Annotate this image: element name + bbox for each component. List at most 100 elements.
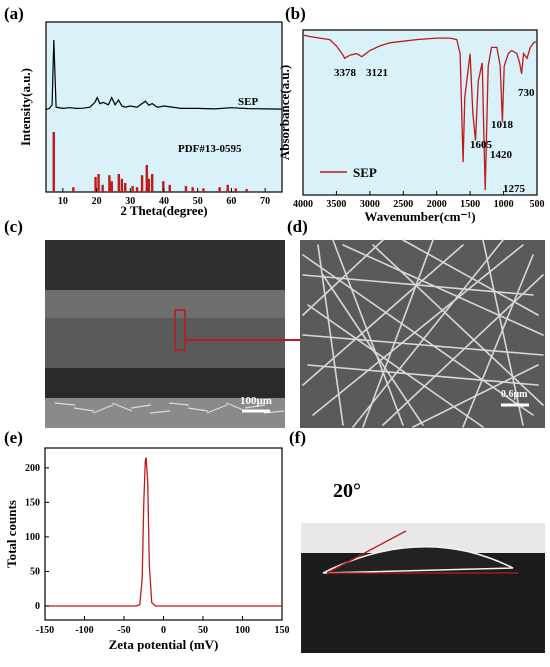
pdf-reference-bar bbox=[94, 177, 97, 192]
x-axis-title: Wavenumber(cm⁻¹) bbox=[364, 209, 475, 224]
pdf-reference-bar bbox=[117, 174, 121, 192]
pdf-series-label: PDF#13-0595 bbox=[178, 143, 242, 155]
nanofiber bbox=[317, 244, 344, 426]
nanofiber bbox=[412, 364, 539, 428]
sem-fiber-image bbox=[300, 239, 545, 428]
peak-label: 3378 bbox=[334, 67, 357, 79]
ftir-chart: 4000 3500 3000 2500 2000 1500 1000 500 Wavenumbe… bbox=[277, 29, 545, 224]
pdf-reference-bar bbox=[124, 183, 127, 192]
pdf-reference-bar bbox=[218, 187, 221, 192]
x-tick-label: 70 bbox=[260, 196, 270, 207]
sep-xrd-curve bbox=[45, 39, 283, 111]
y-tick-label: 0 bbox=[35, 601, 40, 612]
nanofiber bbox=[332, 239, 404, 426]
y-tick-label: 200 bbox=[25, 463, 40, 474]
panel-f: (f) 20° bbox=[283, 428, 550, 667]
highlight-box bbox=[174, 309, 186, 351]
pdf-reference-bar bbox=[184, 186, 188, 192]
nanofiber bbox=[302, 334, 544, 356]
nanofiber bbox=[482, 239, 524, 426]
bright-streak bbox=[263, 410, 285, 414]
contact-angle-value: 20° bbox=[333, 480, 361, 502]
nanofiber bbox=[342, 244, 544, 336]
x-tick-label: 2000 bbox=[427, 199, 447, 210]
y-tick-label: 50 bbox=[30, 566, 40, 577]
pdf-reference-bar bbox=[147, 178, 151, 192]
sem-upper-layer bbox=[45, 240, 285, 290]
y-axis-title: Total counts bbox=[4, 500, 19, 568]
pdf-reference-bar bbox=[72, 187, 75, 192]
panel-e-label: (e) bbox=[4, 428, 23, 447]
x-tick-label: 40 bbox=[159, 196, 169, 207]
x-tick-label: 20 bbox=[92, 196, 102, 207]
contact-angle-image bbox=[301, 523, 545, 653]
x-tick-label: -150 bbox=[36, 625, 54, 636]
nanofiber bbox=[322, 274, 424, 426]
pdf-reference-bar bbox=[245, 189, 248, 192]
nanofiber bbox=[462, 254, 534, 428]
x-tick-label: 100 bbox=[235, 625, 250, 636]
nanofiber bbox=[372, 244, 544, 406]
peak-label: 1275 bbox=[503, 183, 526, 195]
pdf-reference-bar bbox=[191, 187, 194, 192]
x-tick-label: 500 bbox=[530, 199, 545, 210]
panel-c: (c) 100μm bbox=[0, 215, 345, 433]
bright-streak bbox=[54, 402, 76, 406]
fiber-layer bbox=[45, 290, 285, 318]
x-axis-title: Zeta potential (mV) bbox=[109, 637, 219, 652]
nanofiber bbox=[382, 274, 544, 426]
x-tick-label: 1000 bbox=[494, 199, 514, 210]
x-tick-label: 3000 bbox=[360, 199, 380, 210]
panel-e: (e) -150 -100 -50 0 50 100 150 0 50 100 150 200 Zeta… bbox=[0, 428, 295, 667]
panel-b-label: (b) bbox=[285, 4, 306, 23]
bright-streak bbox=[149, 410, 171, 414]
pdf-reference-bar bbox=[108, 175, 111, 192]
xrd-chart: 10 20 30 40 50 60 70 2 Theta(degree) Intensity(a… bbox=[18, 21, 283, 218]
nanofiber bbox=[302, 254, 534, 416]
pdf-reference-bar bbox=[120, 178, 124, 192]
sep-series-label: SEP bbox=[238, 96, 258, 108]
peak-label: 1605 bbox=[470, 139, 493, 151]
plot-area bbox=[45, 21, 283, 193]
x-tick-label: 50 bbox=[193, 196, 203, 207]
nanofiber bbox=[302, 239, 384, 316]
y-axis-title: Absorbance(a.u.) bbox=[277, 65, 292, 160]
bright-streak bbox=[168, 402, 190, 406]
pdf-reference-bar bbox=[202, 188, 205, 192]
x-tick-label: 60 bbox=[226, 196, 236, 207]
x-tick-label: 30 bbox=[125, 196, 135, 207]
plot-area bbox=[302, 29, 538, 196]
x-tick-label: 3500 bbox=[326, 199, 346, 210]
peak-label: 730 bbox=[518, 87, 535, 99]
pdf-reference-bar bbox=[110, 181, 113, 192]
sem-background bbox=[300, 240, 545, 428]
zeta-chart: -150 -100 -50 0 50 100 150 0 50 100 150 200 Zeta pot… bbox=[4, 447, 290, 652]
panel-a: (a) 10 20 30 40 50 60 70 2 Theta(degree) Intensi… bbox=[0, 0, 290, 218]
x-tick-label: -50 bbox=[117, 625, 130, 636]
x-tick-label: 4000 bbox=[293, 199, 313, 210]
zeta-curve bbox=[45, 457, 282, 607]
base-layer bbox=[45, 398, 285, 428]
x-tick-label: -100 bbox=[75, 625, 93, 636]
pdf-reference-bar bbox=[234, 188, 238, 192]
pdf-reference-bar bbox=[97, 174, 100, 192]
bright-streak bbox=[187, 407, 209, 412]
bright-streak bbox=[130, 404, 152, 409]
pdf-reference-bar bbox=[162, 181, 165, 192]
pdf-reference-bar bbox=[151, 174, 154, 192]
peak-label: 1018 bbox=[491, 119, 514, 131]
legend-label: SEP bbox=[353, 165, 377, 180]
panel-f-label: (f) bbox=[289, 428, 306, 447]
plot-area bbox=[44, 447, 283, 621]
nanofiber bbox=[402, 239, 539, 316]
bright-streak bbox=[244, 404, 266, 409]
pdf-reference-bar bbox=[101, 184, 104, 192]
x-tick-label: 150 bbox=[275, 625, 290, 636]
panel-d: (d) 0.6μm bbox=[283, 215, 550, 433]
peak-label: 1420 bbox=[490, 149, 513, 161]
x-tick-label: 50 bbox=[198, 625, 208, 636]
x-axis-title: 2 Theta(degree) bbox=[120, 203, 207, 218]
panel-d-label: (d) bbox=[287, 217, 308, 236]
panel-d-scale-label: 0.6μm bbox=[501, 389, 528, 400]
y-tick-label: 100 bbox=[25, 532, 40, 543]
